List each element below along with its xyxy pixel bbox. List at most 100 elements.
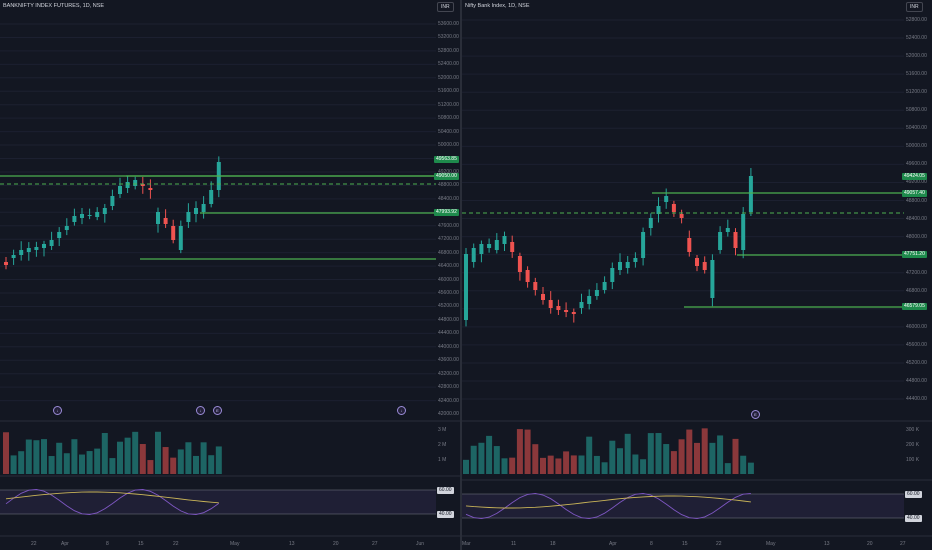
price-axis-tick: 45200.00 [438, 303, 459, 310]
candle-body [95, 212, 100, 217]
volume-bar [478, 442, 485, 474]
price-axis-tick: 46400.00 [438, 263, 459, 270]
volume-bar [655, 433, 662, 474]
event-marker-icon[interactable]: ↓ [53, 406, 62, 415]
price-tag: 49057.40 [902, 190, 927, 197]
price-axis-tick: 51200.00 [438, 101, 459, 108]
time-axis-tick: 18 [550, 541, 556, 547]
price-axis-tick: 47200.00 [438, 236, 459, 243]
candle-body [579, 302, 584, 308]
right-chart-pane[interactable]: Nifty Bank Index, 1D, NSE INR 52800.00 52… [462, 0, 932, 550]
volume-axis-tick: 100 K [906, 457, 920, 463]
volume-bar [147, 460, 154, 474]
price-axis-tick: 47200.00 [906, 269, 927, 276]
rsi-level-tag: 40.00 [437, 511, 454, 518]
candle-body [102, 208, 107, 214]
right-chart-canvas[interactable] [462, 0, 932, 550]
price-axis-tick: 52000.00 [438, 74, 459, 81]
candle-body [209, 190, 214, 204]
time-axis-tick: 22 [173, 541, 179, 547]
candle-body [72, 216, 77, 222]
volume-bar [647, 433, 654, 474]
candle-body [664, 196, 669, 202]
price-axis-tick: 46000.00 [906, 323, 927, 330]
volume-axis-tick: 200 K [906, 442, 920, 448]
volume-bar [509, 457, 516, 474]
candle-body [178, 226, 183, 250]
price-axis-tick: 52000.00 [906, 53, 927, 60]
volume-bar [632, 454, 639, 474]
volume-bar [732, 438, 739, 474]
event-marker-icon[interactable]: E [751, 410, 760, 419]
volume-bar [18, 451, 25, 474]
candle-body [510, 242, 515, 252]
event-marker-icon[interactable]: ↓ [397, 406, 406, 415]
volume-bar [670, 451, 677, 474]
volume-bar [686, 429, 693, 474]
volume-bar [193, 455, 199, 474]
candle-body [26, 248, 31, 252]
candle-body [687, 238, 692, 252]
price-axis-tick: 43600.00 [438, 357, 459, 364]
rsi-level-tag: 60.00 [905, 491, 922, 498]
candle-body [671, 204, 676, 212]
volume-bar [709, 442, 716, 474]
candle-body [533, 282, 538, 290]
price-axis-tick: 51600.00 [438, 88, 459, 95]
time-axis-tick: 27 [900, 541, 906, 547]
volume-axis-tick: 2 M [438, 442, 447, 448]
price-axis-tick: 43200.00 [438, 370, 459, 377]
candle-body [133, 180, 138, 186]
candle-body [64, 226, 69, 230]
volume-bar [33, 440, 40, 474]
event-marker-icon[interactable]: ↓ [196, 406, 205, 415]
right-symbol-title[interactable]: Nifty Bank Index, 1D, NSE [465, 3, 530, 9]
pane-divider[interactable] [460, 0, 462, 550]
right-currency-button[interactable]: INR [906, 2, 923, 12]
price-axis-tick: 46800.00 [438, 249, 459, 256]
volume-bar [41, 439, 47, 474]
event-marker-icon[interactable]: E [213, 406, 222, 415]
volume-bar [94, 448, 101, 474]
price-axis-tick: 49600.00 [906, 161, 927, 168]
volume-bar [486, 435, 493, 474]
volume-bar [63, 453, 70, 474]
price-axis-tick: 52400.00 [438, 61, 459, 68]
price-tag: 46579.05 [902, 303, 927, 310]
time-axis-tick: Apr [609, 541, 617, 547]
left-symbol-title[interactable]: BANKNIFTY INDEX FUTURES, 1D, NSE [3, 3, 105, 9]
price-axis-tick: 49200.00 [906, 179, 927, 186]
volume-bar [532, 444, 539, 474]
candle-body [587, 296, 592, 304]
rsi-level-tag: 40.00 [905, 515, 922, 522]
time-axis-tick: Mar [462, 541, 471, 547]
rsi-line [465, 492, 751, 520]
candle-body [541, 294, 545, 300]
left-chart-canvas[interactable] [0, 0, 460, 550]
price-axis-tick: 50800.00 [438, 115, 459, 122]
price-axis-tick: 52800.00 [438, 47, 459, 54]
candle-body [19, 250, 24, 255]
candle-body [641, 232, 646, 258]
candle-body [618, 262, 622, 270]
candle-body [733, 232, 738, 248]
price-axis-tick: 53200.00 [438, 34, 459, 41]
rsi-level-tag: 60.00 [437, 487, 454, 494]
candle-body [171, 226, 176, 240]
candle-body [725, 228, 730, 232]
candle-body [57, 232, 62, 238]
left-currency-button[interactable]: INR [437, 2, 454, 12]
volume-bar [694, 442, 700, 474]
candle-body [125, 182, 130, 188]
volume-bar [593, 455, 600, 474]
volume-bar [117, 441, 123, 474]
price-axis-tick: 50000.00 [438, 142, 459, 149]
candle-body [471, 248, 476, 262]
volume-bar [200, 442, 207, 474]
candle-body [464, 254, 468, 320]
time-axis-tick: 13 [289, 541, 295, 547]
volume-bar [493, 446, 500, 474]
left-chart-pane[interactable]: BANKNIFTY INDEX FUTURES, 1D, NSE INR 536… [0, 0, 460, 550]
volume-bar [101, 432, 108, 474]
time-axis-tick: 8 [650, 541, 653, 547]
